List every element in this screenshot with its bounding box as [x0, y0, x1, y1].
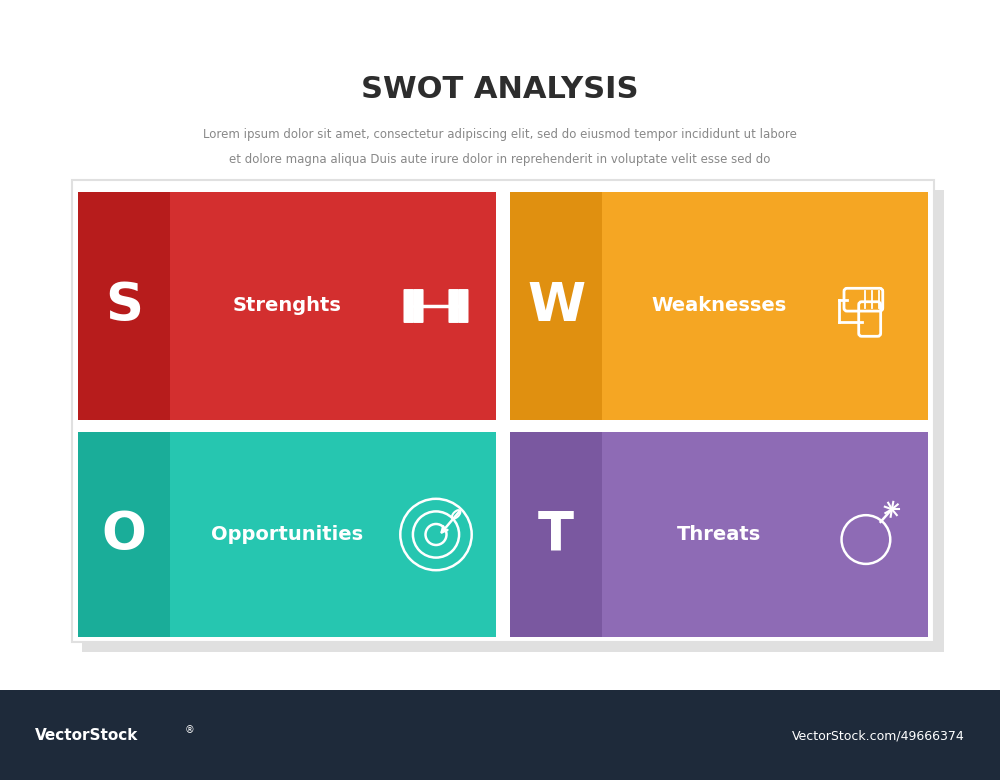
Text: Strenghts: Strenghts [233, 296, 342, 315]
Text: W: W [527, 280, 585, 332]
FancyBboxPatch shape [413, 289, 424, 323]
Text: T: T [538, 509, 574, 561]
Bar [78, 432, 496, 637]
Text: S: S [105, 280, 143, 332]
Text: Opportunities: Opportunities [211, 525, 363, 544]
Bar [510, 432, 928, 637]
Bar [0, 690, 1000, 780]
Text: ®: ® [185, 725, 195, 735]
Bar [78, 192, 496, 420]
Bar [82, 190, 944, 652]
Text: VectorStock.com/49666374: VectorStock.com/49666374 [792, 729, 965, 743]
Bar [72, 180, 934, 642]
Bar [510, 192, 928, 420]
Text: et dolore magna aliqua Duis aute irure dolor in reprehenderit in voluptate velit: et dolore magna aliqua Duis aute irure d… [229, 154, 771, 166]
Bar [510, 192, 602, 420]
Bar [510, 432, 602, 637]
Text: VectorStock: VectorStock [35, 729, 138, 743]
FancyBboxPatch shape [448, 289, 459, 323]
FancyBboxPatch shape [458, 289, 469, 323]
Bar [78, 432, 170, 637]
Text: Lorem ipsum dolor sit amet, consectetur adipiscing elit, sed do eiusmod tempor i: Lorem ipsum dolor sit amet, consectetur … [203, 129, 797, 141]
Text: O: O [102, 509, 146, 561]
Bar [78, 192, 170, 420]
Text: Threats: Threats [677, 525, 761, 544]
Text: Weaknesses: Weaknesses [652, 296, 787, 315]
FancyBboxPatch shape [404, 289, 414, 323]
Text: SWOT ANALYSIS: SWOT ANALYSIS [361, 76, 639, 105]
